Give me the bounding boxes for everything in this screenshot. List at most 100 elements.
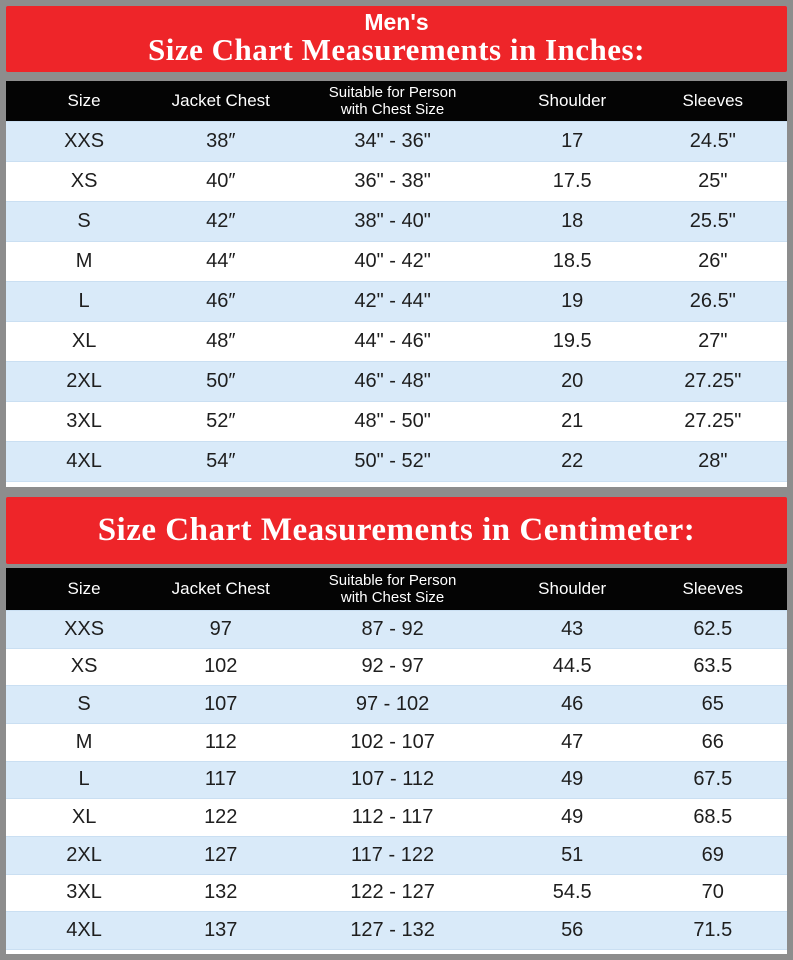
table-row: XXS 38″ 34" - 36" 17 24.5" [6,120,787,162]
table-cell: 117 [162,760,280,800]
table-cell: 92 - 97 [361,655,424,678]
centimeter-table-wrap: Size Jacket Chest Suitable for Person with… [6,567,787,954]
table-cell: 2XL [6,360,163,402]
table-row: 3XL 132 122 - 127 54.5 70 [6,874,787,912]
table-cell: 42" - 44" [279,280,506,322]
inches-header-row: Size Jacket Chest Suitable for Person with… [6,81,787,121]
table-cell: 87 - 92 [279,610,506,649]
table-cell: L [6,280,163,322]
column-header: Jacket Chest [171,578,270,598]
table-cell: 36" - 38" [354,169,431,192]
centimeter-banner-title: Size Chart Measurements in Centimeter: [97,511,696,548]
table-cell: 26.5" [638,280,787,322]
table-row: S 42″ 38" - 40" 18 25.5" [6,200,787,242]
table-cell: 20 [505,360,639,402]
table-cell: 4XL [6,911,163,950]
table-cell: 63.5 [693,655,733,678]
table-cell: 49 [561,806,584,829]
table-cell: 127 - 132 [279,911,506,950]
table-cell: 54″ [162,440,280,482]
table-cell: 21 [561,409,584,432]
table-cell: 122 [204,806,238,829]
table-cell: 127 [162,835,280,875]
table-row: XXS 97 87 - 92 43 62.5 [6,610,787,649]
table-cell: 112 - 117 [351,806,434,829]
table-cell: 70 [701,881,724,904]
table-cell: 112 [204,730,237,753]
table-cell: 56 [505,911,639,950]
inches-table-body: XXS 38″ 34" - 36" 17 24.5" XS 40″ 36" - 38" 17.5… [6,120,787,482]
table-cell: 69 [638,835,787,875]
table-cell: 66 [701,730,724,753]
table-cell: 4XL [6,440,163,482]
centimeter-table-body: XXS 97 87 - 92 43 62.5 XS 102 92 - 97 44.5 63.5 S 1… [6,610,787,950]
inches-banner-title: Size Chart Measurements in Inches: [148,32,645,68]
centimeter-header-row: Size Jacket Chest Suitable for Person with… [6,567,787,611]
inches-banner: Men's Size Chart Measurements in Inches: [6,6,787,72]
table-cell: XS [70,655,98,678]
table-cell: 48″ [206,329,236,352]
table-cell: 50" - 52" [279,440,506,482]
column-header: Suitable for Person with Chest Size [328,571,457,606]
table-row: XL 48″ 44" - 46" 19.5 27" [6,321,787,361]
table-row: S 107 97 - 102 46 65 [6,685,787,724]
table-cell: M [75,249,93,272]
table-cell: 50″ [162,360,280,402]
table-cell: 17 [505,120,639,162]
table-cell: 3XL [66,409,102,432]
table-cell: 40" - 42" [354,249,431,272]
table-row: XS 40″ 36" - 38" 17.5 25" [6,161,787,201]
centimeter-table: Size Jacket Chest Suitable for Person with… [6,567,787,951]
table-cell: 46 [505,685,639,724]
table-cell: 97 [162,610,280,649]
centimeter-banner: Size Chart Measurements in Centimeter: [6,496,787,564]
table-cell: 44″ [206,249,236,272]
table-cell: 44" - 46" [354,329,431,352]
table-cell: 44.5 [552,655,592,678]
table-cell: XL [71,329,97,352]
table-row: XS 102 92 - 97 44.5 63.5 [6,648,787,686]
table-cell: 38″ [162,120,280,162]
table-row: 2XL 50″ 46" - 48" 20 27.25" [6,360,787,402]
table-cell: 22 [505,440,639,482]
table-cell: 49 [505,760,639,800]
table-cell: XS [70,169,98,192]
table-cell: 27" [698,329,728,352]
table-row: XL 122 112 - 117 49 68.5 [6,798,787,837]
column-header: Suitable for Person with Chest Size [328,83,457,118]
table-cell: 26" [698,249,728,272]
table-cell: 2XL [6,835,163,875]
table-cell: 25" [698,169,728,192]
table-cell: 117 - 122 [279,835,506,875]
table-cell: 47 [561,730,584,753]
table-cell: 40″ [206,169,236,192]
table-cell: L [6,760,163,800]
table-cell: 38" - 40" [279,200,506,242]
table-cell: 18 [505,200,639,242]
table-row: M 112 102 - 107 47 66 [6,723,787,762]
table-row: M 44″ 40" - 42" 18.5 26" [6,241,787,281]
table-row: 2XL 127 117 - 122 51 69 [6,835,787,875]
inches-table-wrap: Size Jacket Chest Suitable for Person with… [6,81,787,487]
table-cell: 24.5" [638,120,787,162]
table-cell: 27.25" [684,409,742,432]
table-cell: 46" - 48" [279,360,506,402]
table-cell: 18.5 [552,249,592,272]
table-cell: 107 [162,685,280,724]
table-cell: 19 [505,280,639,322]
table-cell: 48" - 50" [354,409,431,432]
table-cell: S [6,685,163,724]
column-header: Sleeves [682,90,744,110]
table-cell: 107 - 112 [279,760,506,800]
table-cell: 3XL [66,881,102,904]
column-header: Size [67,578,101,598]
inches-banner-subtitle: Men's [364,9,429,36]
table-cell: 25.5" [638,200,787,242]
table-cell: XXS [6,610,163,649]
table-cell: 122 - 127 [350,881,435,904]
table-cell: 71.5 [638,911,787,950]
table-cell: 132 [204,881,238,904]
table-cell: 28" [638,440,787,482]
column-header: Sleeves [682,578,744,598]
